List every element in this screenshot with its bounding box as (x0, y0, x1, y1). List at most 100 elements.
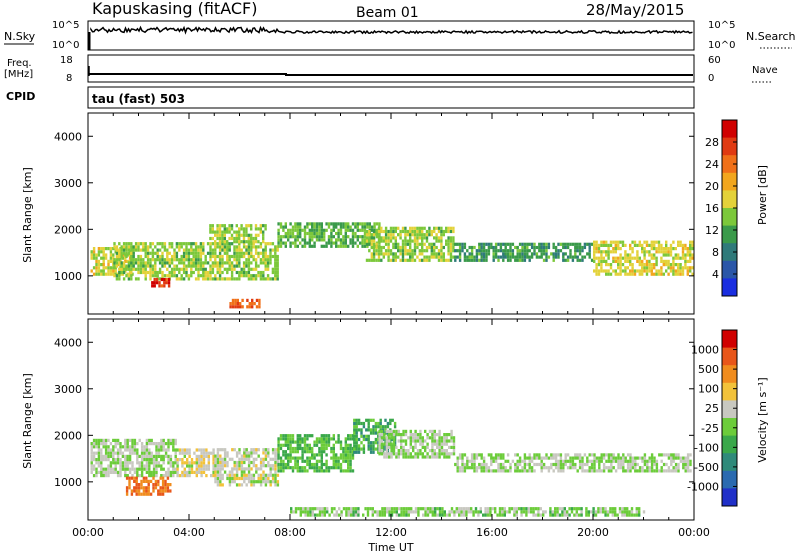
data-cell (485, 466, 488, 470)
data-cell (155, 461, 158, 465)
data-cell (478, 252, 481, 256)
data-cell (397, 449, 400, 453)
data-cell (146, 245, 150, 249)
data-cell (520, 513, 523, 517)
data-cell (259, 245, 263, 249)
data-cell (160, 277, 164, 282)
data-cell (518, 258, 522, 262)
data-cell (100, 438, 103, 442)
data-cell (344, 231, 347, 236)
data-cell (262, 224, 265, 228)
data-cell (136, 458, 139, 462)
data-cell (240, 267, 243, 271)
data-cell (214, 476, 217, 481)
y-tick-label: 3000 (54, 383, 82, 396)
data-cell (138, 438, 141, 442)
data-cell (299, 437, 302, 441)
data-cell (207, 451, 210, 455)
data-cell (230, 224, 234, 228)
data-cell (255, 451, 258, 455)
data-cell (402, 449, 405, 453)
data-cell (412, 449, 415, 453)
data-cell (202, 264, 205, 268)
data-cell (204, 261, 207, 265)
data-cell (264, 251, 267, 255)
data-cell (226, 464, 229, 468)
data-cell (276, 473, 280, 477)
cpid-panel (87, 86, 695, 109)
data-cell (155, 474, 158, 478)
data-cell (593, 269, 596, 273)
data-cell (366, 513, 370, 517)
data-cell (428, 242, 431, 246)
data-cell (338, 507, 341, 511)
data-cell (321, 513, 324, 517)
data-cell (240, 464, 244, 468)
data-cell (674, 256, 677, 260)
data-cell (259, 274, 263, 278)
data-cell (296, 228, 299, 232)
data-cell (337, 434, 340, 438)
data-cell (115, 248, 119, 252)
data-cell (508, 510, 511, 514)
data-cell (619, 247, 622, 251)
data-cell (127, 277, 131, 281)
data-cell (387, 242, 390, 246)
data-cell (416, 229, 419, 234)
data-cell (556, 510, 559, 514)
data-cell (485, 462, 488, 467)
data-cell (156, 258, 159, 262)
data-cell (463, 469, 467, 473)
data-cell (672, 247, 675, 251)
data-cell (556, 513, 559, 517)
data-cell (400, 507, 403, 511)
data-cell (145, 442, 149, 446)
data-cell (426, 455, 429, 459)
data-cell (674, 272, 677, 276)
data-cell (311, 450, 314, 454)
data-cell (190, 270, 193, 275)
data-cell (118, 248, 121, 252)
data-cell (233, 230, 236, 234)
data-cell (679, 459, 683, 463)
data-cell (588, 252, 591, 256)
data-cell (421, 245, 424, 250)
data-cell (638, 507, 641, 511)
data-cell (540, 469, 543, 473)
data-cell (424, 445, 427, 449)
data-cell (466, 459, 469, 463)
data-cell (169, 442, 173, 446)
data-cell (92, 272, 96, 276)
data-cell (533, 453, 536, 457)
data-cell (372, 255, 376, 259)
data-cell (187, 258, 191, 262)
data-cell (372, 450, 375, 454)
data-cell (515, 513, 518, 517)
data-cell (370, 242, 373, 246)
data-cell (402, 445, 405, 449)
data-cell (492, 258, 495, 262)
data-cell (164, 442, 168, 446)
data-cell (526, 469, 529, 473)
data-cell (677, 462, 680, 467)
data-cell (130, 251, 133, 255)
data-cell (121, 451, 125, 455)
data-cell (482, 255, 486, 259)
data-cell (230, 277, 234, 281)
data-cell (412, 445, 415, 449)
data-cell (284, 434, 287, 438)
data-cell (337, 228, 340, 232)
data-cell (200, 467, 203, 471)
data-cell (210, 474, 213, 478)
data-cell (174, 467, 177, 471)
data-cell (274, 464, 277, 468)
data-cell (181, 458, 184, 462)
data-cell (250, 254, 253, 259)
data-cell (97, 263, 101, 267)
data-cell (423, 258, 426, 262)
data-cell (243, 473, 246, 477)
data-cell (199, 261, 203, 265)
data-cell (362, 444, 366, 448)
data-cell (254, 267, 258, 271)
data-cell (374, 441, 378, 445)
